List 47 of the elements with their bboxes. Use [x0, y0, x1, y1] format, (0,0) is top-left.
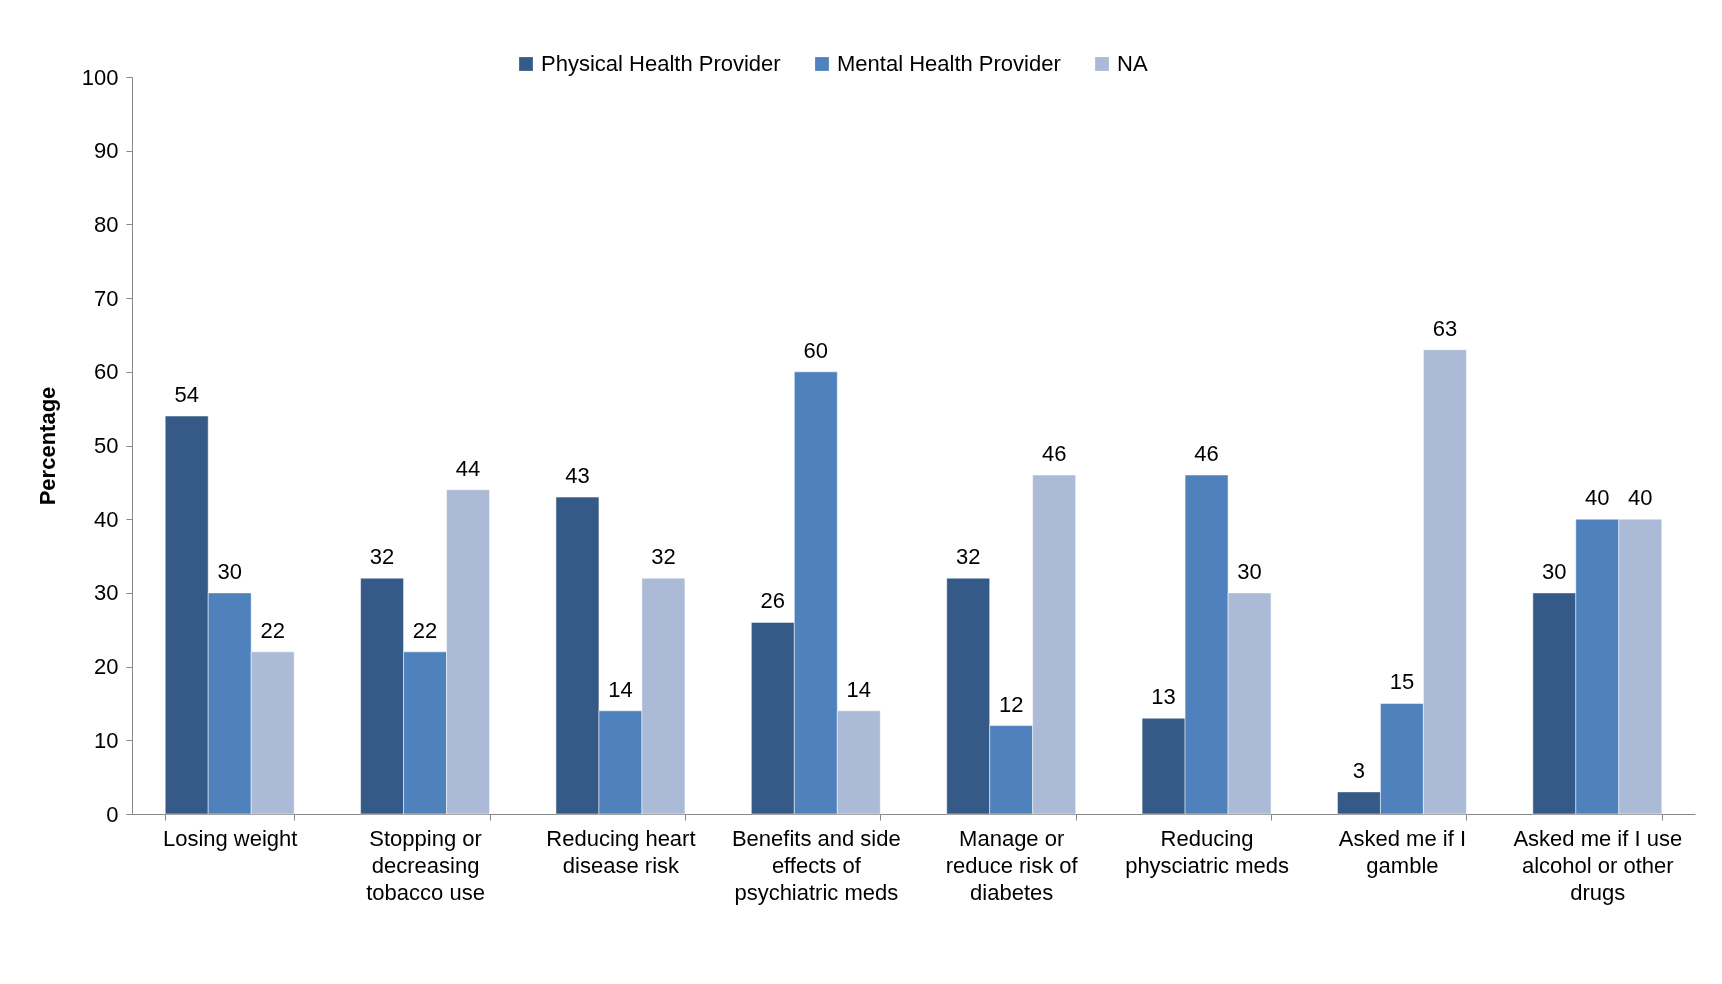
y-tick-label: 10 — [94, 727, 119, 753]
data-label: 46 — [1041, 440, 1067, 466]
y-tick-label: 40 — [94, 506, 119, 532]
data-label: 40 — [1585, 485, 1610, 511]
x-tick-label: Losing weight — [162, 825, 298, 851]
x-tick-label: Manage or reduce risk of diabetes — [945, 825, 1079, 905]
y-tick-label: 50 — [94, 433, 119, 458]
y-tick-label: 100 — [81, 64, 119, 90]
x-tick-label: Reducing heart disease risk — [546, 825, 696, 878]
legend-label: Mental Health Provider — [837, 51, 1061, 76]
x-tick-label: Benefits and side effects of psychiatric meds — [731, 825, 901, 905]
data-label: 46 — [1194, 440, 1219, 466]
data-label: 43 — [565, 463, 590, 489]
x-tick-label: Asked me if I use alcohol or other drugs — [1513, 825, 1683, 905]
data-label: 22 — [412, 617, 438, 643]
y-tick-label: 60 — [94, 359, 119, 385]
data-label: 3 — [1352, 757, 1366, 783]
data-label: 32 — [651, 544, 676, 570]
data-label: 32 — [369, 544, 395, 570]
data-label: 15 — [1389, 669, 1415, 695]
data-label: 26 — [760, 588, 786, 614]
data-label: 54 — [174, 382, 199, 408]
data-label: 60 — [803, 337, 829, 363]
y-axis-title: Percentage — [34, 386, 60, 506]
data-label: 22 — [260, 617, 285, 643]
data-label: 14 — [846, 676, 872, 702]
data-label: 30 — [1237, 558, 1262, 584]
y-tick-label: 90 — [94, 138, 119, 164]
data-label: 30 — [217, 558, 242, 584]
data-label: 32 — [955, 544, 981, 570]
data-label: 14 — [608, 676, 633, 702]
legend-label: Physical Health Provider — [541, 51, 781, 76]
x-tick-label: Reducing physciatric meds — [1125, 825, 1289, 878]
y-tick-label: 0 — [106, 801, 119, 827]
data-label: 13 — [1151, 684, 1176, 710]
legend-label: NA — [1117, 51, 1148, 76]
data-label: 44 — [455, 455, 481, 481]
y-tick-label: 30 — [94, 580, 119, 606]
y-tick-label: 20 — [94, 654, 119, 680]
y-tick-label: 70 — [94, 285, 119, 311]
data-label: 63 — [1432, 315, 1458, 341]
x-tick-label: Stopping or decreasing tobacco use — [366, 825, 485, 905]
data-label: 40 — [1628, 485, 1653, 511]
x-tick-label: Asked me if I gamble — [1338, 825, 1467, 878]
data-label: 12 — [998, 691, 1024, 717]
y-tick-label: 80 — [94, 211, 119, 237]
data-label: 30 — [1542, 558, 1567, 584]
